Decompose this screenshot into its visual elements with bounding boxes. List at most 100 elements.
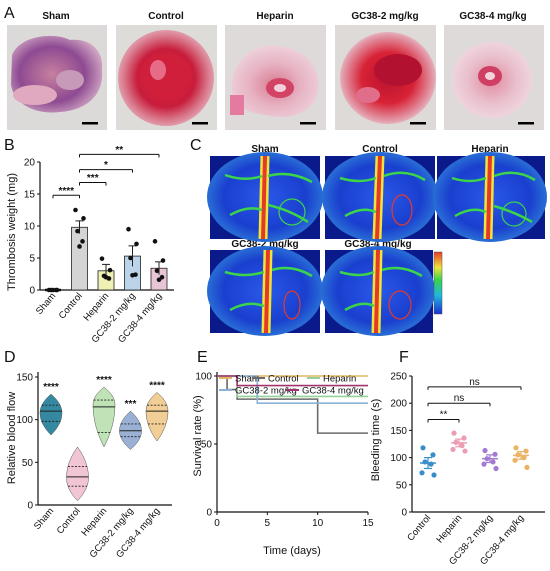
chart-bleeding-time: Bleeding time (s) 0 50 100 150 200 250 Control… (370, 372, 545, 567)
survival-line-control (217, 375, 368, 434)
d-y-tick-label: 50 (22, 458, 34, 469)
point-gc38-2-mg-kg (130, 272, 135, 278)
d-x-tick-label: Sham (32, 506, 56, 532)
significance-label: ns (454, 393, 465, 404)
significance-label: ** (440, 410, 448, 421)
e-y-tick-label: 50 (201, 440, 213, 451)
point-gc38-4-mg-kg (512, 457, 518, 463)
d-y-axis-label: Relative blood flow (6, 392, 18, 484)
point-control (75, 228, 80, 234)
f-y-tick-label: 150 (390, 426, 407, 437)
e-y-tick-label: 100 (195, 372, 212, 383)
histology-label-gc38-4: GC38-4 mg/kg (459, 11, 526, 22)
b-y-tick-label: 15 (24, 190, 36, 201)
significance-label: **** (43, 382, 59, 393)
legend-label-control: Control (268, 374, 299, 385)
e-y-axis-label: Survival rate (%) (192, 395, 204, 476)
legend-label-gc38-2-mg-kg: GC38-2 mg/kg (235, 386, 297, 397)
histology-label-control: Control (148, 11, 184, 22)
e-x-tick-label: 0 (214, 518, 220, 529)
point-gc38-2-mg-kg (128, 255, 133, 261)
point-gc38-4-mg-kg (152, 239, 158, 244)
histology-label-sham: Sham (42, 11, 69, 22)
histology-image-control (116, 25, 217, 130)
significance-label: * (104, 160, 108, 171)
perfusion-image-heparin (433, 152, 547, 242)
chart-thrombosis-weight: Thrombosis weight (mg) 05101520ShamContr… (6, 145, 174, 345)
histology-image-gc38-4 (444, 25, 544, 130)
point-heparin (459, 443, 465, 449)
point-control (431, 472, 437, 478)
b-y-tick-label: 10 (24, 222, 36, 233)
histology-image-gc38-2 (335, 25, 436, 130)
point-gc38-4-mg-kg (156, 277, 162, 283)
point-gc38-4-mg-kg (160, 258, 166, 263)
significance-label: **** (149, 380, 165, 391)
significance-label: ns (469, 377, 480, 388)
perfusion-image-control (322, 152, 438, 242)
perfusion-label-sham: Sham (251, 144, 278, 155)
panel-label-c: C (190, 137, 202, 154)
f-y-tick-label: 250 (390, 372, 407, 383)
legend-label-sham: Sham (235, 374, 260, 385)
e-y-tick-label: 0 (206, 508, 212, 519)
panel-label-a: A (4, 5, 15, 22)
d-y-tick-label: 0 (27, 501, 33, 512)
point-gc38-2-mg-kg (493, 465, 499, 472)
point-control (81, 216, 86, 221)
histology-image-sham (7, 25, 107, 130)
panel-label-d: D (4, 349, 16, 366)
chart-survival: Survival rate (%) Time (days) 0 5 10 15 0 50 1… (192, 372, 374, 558)
point-control (419, 470, 425, 476)
point-heparin (103, 274, 109, 280)
point-gc38-2-mg-kg (482, 447, 488, 454)
perfusion-label-gc38-2: GC38-2 mg/kg (231, 239, 298, 250)
b-y-axis-label: Thrombosis weight (mg) (6, 173, 18, 291)
significance-label: **** (96, 375, 112, 386)
panel-label-f: F (399, 349, 409, 366)
b-x-tick-label: Sham (34, 291, 58, 317)
significance-label: *** (125, 399, 137, 410)
point-gc38-2-mg-kg (481, 461, 487, 467)
e-x-tick-label: 10 (312, 518, 324, 529)
point-heparin (450, 446, 456, 453)
perfusion-label-heparin: Heparin (471, 144, 508, 155)
point-gc38-2-mg-kg (134, 241, 139, 247)
point-control (420, 445, 426, 451)
bar-control (71, 226, 88, 291)
laser-speckle-images: Sham Control Heparin GC38-2 mg/kg GC38-4… (207, 144, 547, 336)
perfusion-image-gc38-2 (207, 246, 323, 336)
significance-label: *** (87, 173, 99, 184)
f-x-tick-label: Control (405, 513, 433, 544)
f-y-tick-label: 0 (401, 508, 407, 519)
f-y-tick-label: 200 (390, 399, 407, 410)
f-y-tick-label: 50 (396, 480, 408, 491)
e-x-tick-label: 15 (362, 518, 374, 529)
panel-label-e: E (197, 349, 208, 366)
b-y-tick-label: 5 (29, 254, 35, 265)
point-sham (50, 287, 56, 293)
e-x-axis-label: Time (days) (263, 545, 321, 557)
point-control (80, 239, 85, 244)
point-control (73, 207, 78, 213)
f-x-tick-label: Heparin (434, 513, 464, 546)
d-y-tick-label: 100 (16, 415, 33, 426)
e-x-tick-label: 5 (265, 518, 271, 529)
histology-label-heparin: Heparin (256, 11, 293, 22)
b-y-tick-label: 0 (29, 286, 35, 297)
significance-label: **** (58, 186, 74, 197)
panel-label-b: B (4, 137, 15, 154)
perfusion-label-gc38-4: GC38-4 mg/kg (344, 239, 411, 250)
histology-image-heparin (225, 25, 326, 130)
point-heparin (462, 448, 468, 454)
violin-control (66, 446, 89, 502)
point-gc38-4-mg-kg (159, 274, 165, 280)
chart-relative-blood-flow: Relative blood flow 050100150****ShamCon… (6, 372, 172, 560)
d-y-tick-label: 150 (16, 373, 33, 384)
point-gc38-2-mg-kg (492, 451, 498, 457)
perfusion-label-control: Control (362, 144, 398, 155)
legend-label-gc38-4-mg-kg: GC38-4 mg/kg (302, 386, 364, 397)
histology-label-gc38-2: GC38-2 mg/kg (351, 11, 418, 22)
point-heparin (107, 267, 113, 273)
